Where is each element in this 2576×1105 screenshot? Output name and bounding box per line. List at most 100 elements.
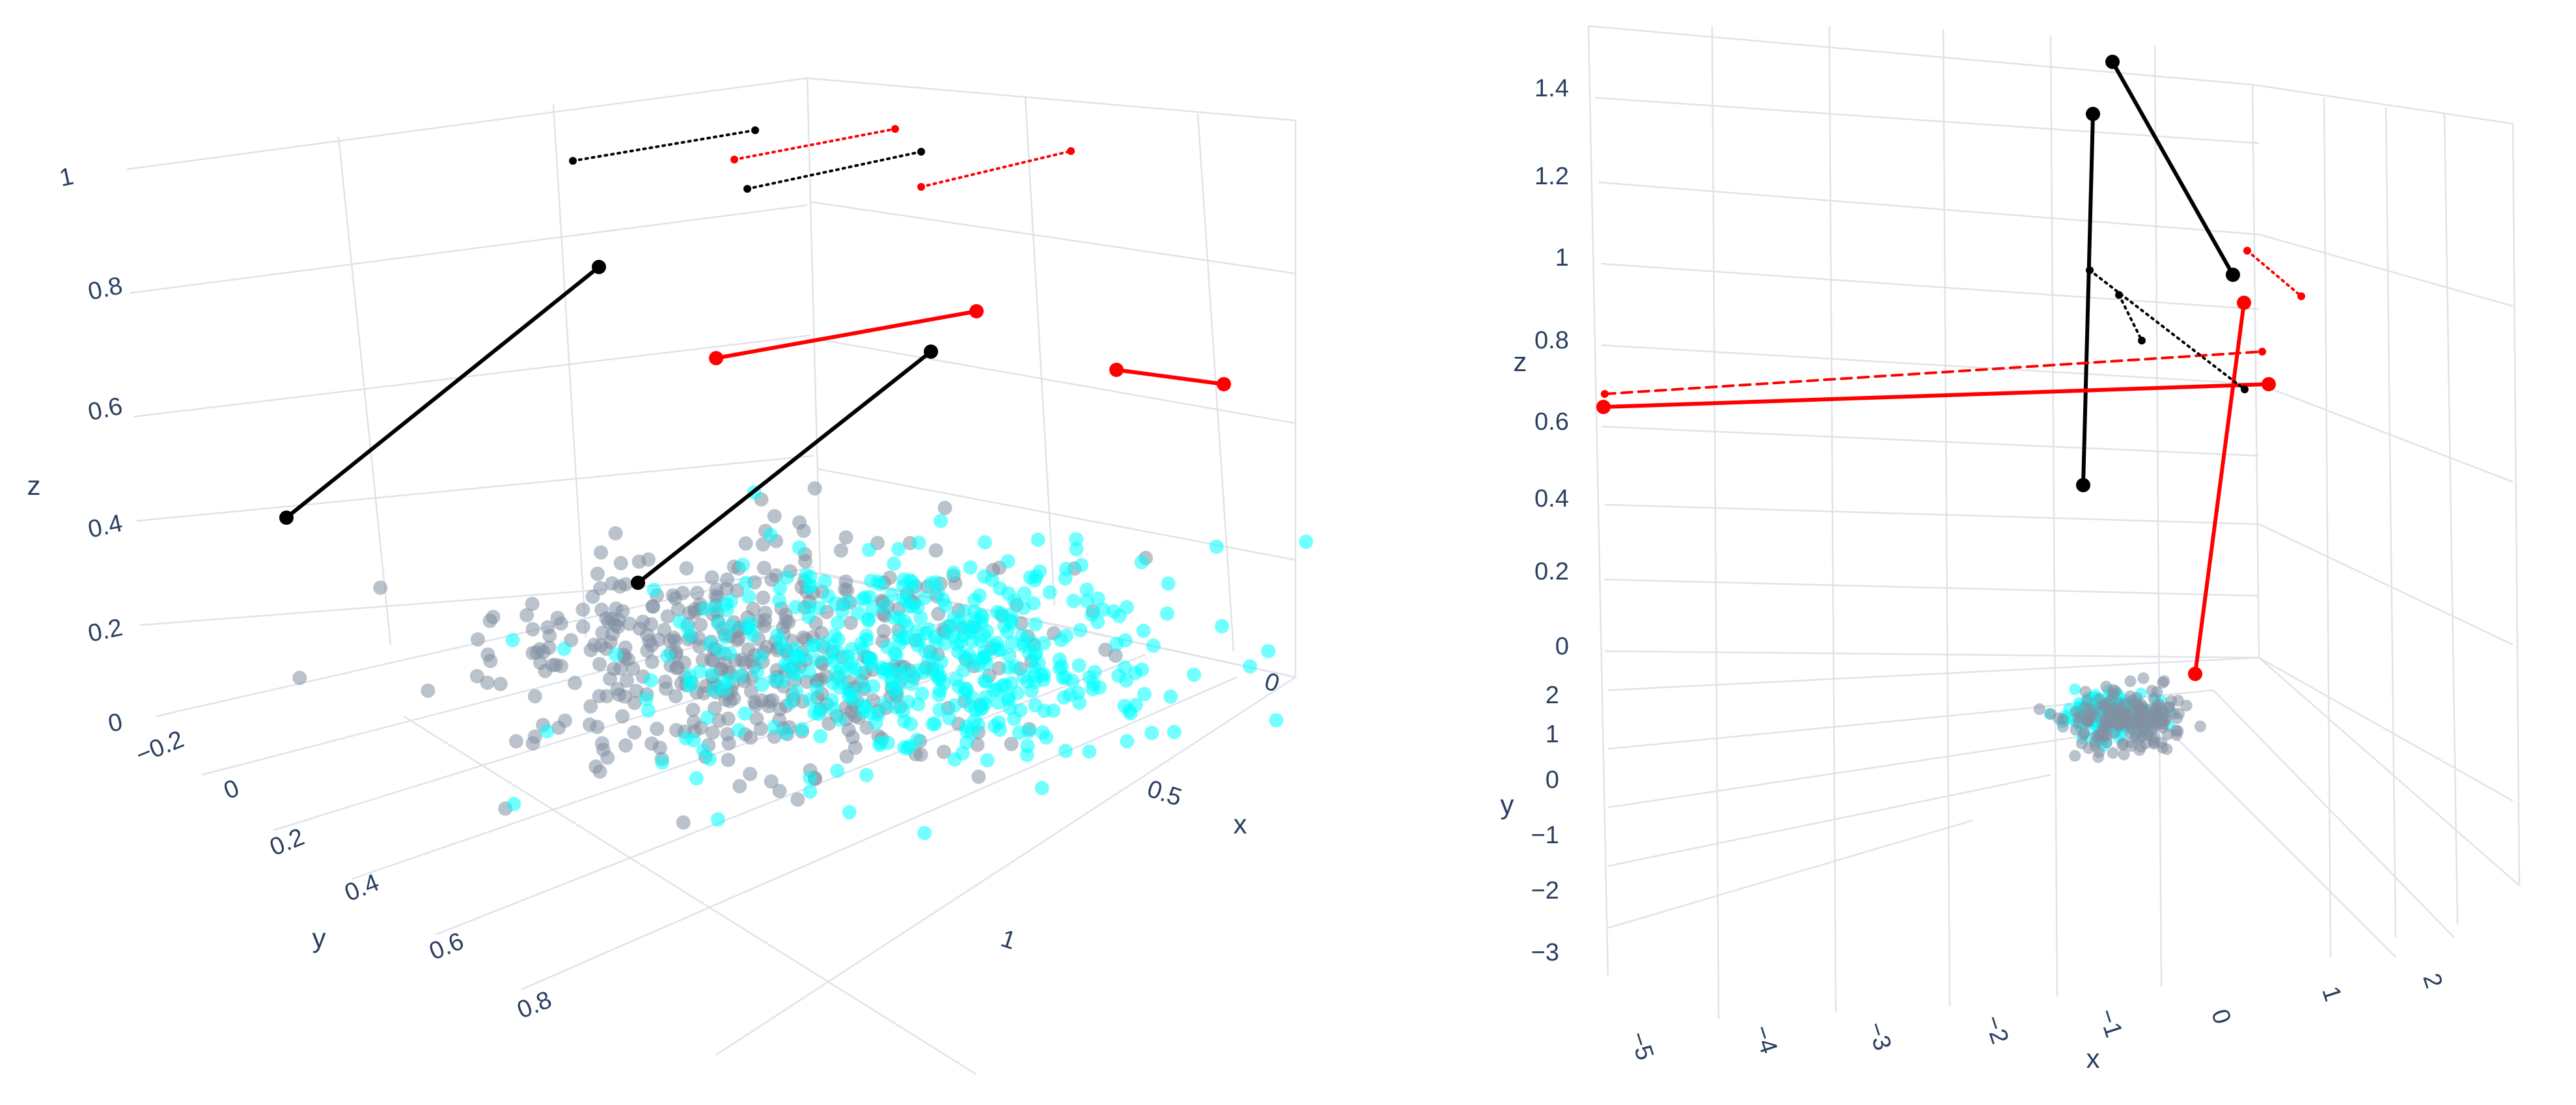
data-point <box>991 695 1006 710</box>
z-tick-label: 1 <box>1555 244 1569 272</box>
data-point <box>772 783 787 798</box>
data-point <box>1085 682 1100 697</box>
data-point <box>1144 725 1159 740</box>
segment-line <box>2081 112 2095 487</box>
data-point <box>626 661 641 676</box>
data-point <box>2146 684 2158 697</box>
data-point <box>1008 660 1023 674</box>
data-point <box>1136 623 1151 638</box>
data-point <box>1053 632 1068 647</box>
data-point <box>938 598 953 613</box>
z-axis-title: z <box>27 470 41 501</box>
data-point <box>1012 725 1027 740</box>
data-point <box>743 766 758 781</box>
gridline <box>1607 728 2129 809</box>
data-point <box>1036 636 1051 650</box>
y-tick-label: −2 <box>1531 877 1559 904</box>
scene-left[interactable]: 0 0.5 1 −0.2 0 0.2 0.4 0.6 0.8 0 0.2 0.4 0.6 0.8 1 x y z <box>27 77 1314 1076</box>
data-point <box>583 699 598 714</box>
segment-line <box>1115 368 1226 386</box>
line-segments <box>1596 55 2305 681</box>
data-point <box>480 675 495 690</box>
x-axis-title: x <box>2086 1043 2100 1074</box>
data-point <box>693 664 708 679</box>
segment-endpoint <box>2086 107 2100 121</box>
y-tick-label: 0 <box>220 774 243 805</box>
data-point <box>792 540 807 555</box>
data-point <box>1261 644 1276 658</box>
data-point <box>575 619 590 634</box>
gridline <box>1828 25 1837 1013</box>
gridline <box>2252 83 2514 125</box>
data-point <box>842 805 857 820</box>
data-point <box>993 581 1008 596</box>
data-point <box>469 669 484 684</box>
data-point <box>2103 718 2115 730</box>
x-tick-label: 0 <box>2206 1006 2236 1028</box>
z-tick-label: 1 <box>57 163 76 192</box>
data-point <box>629 684 644 699</box>
tick-labels: −5 −4 −3 −2 −1 0 1 2 −3 −2 −1 0 1 2 0 0.2 0.4 0.6 0.8 1 1.2 1… <box>1531 75 2448 1063</box>
scene-right[interactable]: −5 −4 −3 −2 −1 0 1 2 −3 −2 −1 0 1 2 0 0.2 0.4 0.6 0.8 1 1.2 1… <box>1501 25 2521 1074</box>
gridline <box>1607 656 2260 692</box>
data-point <box>2155 736 2168 749</box>
gridline <box>1601 344 2260 385</box>
segment-endpoint <box>917 148 925 156</box>
data-point <box>1109 636 1124 651</box>
data-point <box>2107 747 2119 759</box>
data-point <box>696 743 711 758</box>
data-point <box>962 623 977 638</box>
data-point <box>698 602 713 617</box>
gridline <box>1024 97 1056 606</box>
data-point <box>1079 582 1094 597</box>
gridline <box>1604 578 2260 597</box>
data-point <box>755 677 769 692</box>
data-point <box>884 662 899 677</box>
data-point <box>919 626 934 641</box>
gridline <box>2161 722 2396 958</box>
data-point <box>841 723 856 737</box>
data-point <box>743 616 758 631</box>
data-point <box>505 633 520 648</box>
data-point <box>813 729 828 744</box>
data-point <box>596 742 611 757</box>
data-point <box>811 706 826 721</box>
data-point <box>973 702 988 716</box>
data-point <box>718 630 732 645</box>
data-point <box>911 697 926 712</box>
data-point <box>575 602 590 617</box>
data-point <box>769 568 784 583</box>
data-point <box>1066 593 1081 608</box>
data-point <box>719 602 734 617</box>
data-point <box>967 604 982 619</box>
data-point <box>1016 638 1031 653</box>
gridline <box>2323 97 2332 958</box>
data-point <box>2139 737 2152 749</box>
data-point <box>964 653 979 668</box>
segment-line <box>920 150 1072 188</box>
data-point <box>519 608 534 622</box>
z-tick-label: 1.4 <box>1534 75 1569 102</box>
data-point <box>2057 721 2069 733</box>
gridline <box>2154 45 2163 987</box>
data-point <box>2069 749 2081 762</box>
segment-endpoint <box>1596 400 1611 414</box>
y-axis-title: y <box>1501 789 1514 820</box>
data-point <box>767 509 782 524</box>
data-point <box>859 768 874 783</box>
data-point <box>809 652 824 667</box>
gridline <box>552 104 587 639</box>
data-point <box>1058 744 1073 759</box>
y-tick-label: −1 <box>1531 822 1559 849</box>
segment-line <box>2088 269 2246 391</box>
x-tick-label: −1 <box>2093 1005 2127 1041</box>
data-point <box>1031 532 1046 547</box>
data-point <box>1035 725 1050 740</box>
data-point <box>2116 739 2129 751</box>
data-point <box>948 576 963 591</box>
data-point <box>480 647 495 662</box>
data-point <box>721 711 736 726</box>
x-tick-label: 1 <box>997 925 1019 955</box>
data-point <box>668 591 683 606</box>
y-tick-label: −3 <box>1531 939 1559 966</box>
